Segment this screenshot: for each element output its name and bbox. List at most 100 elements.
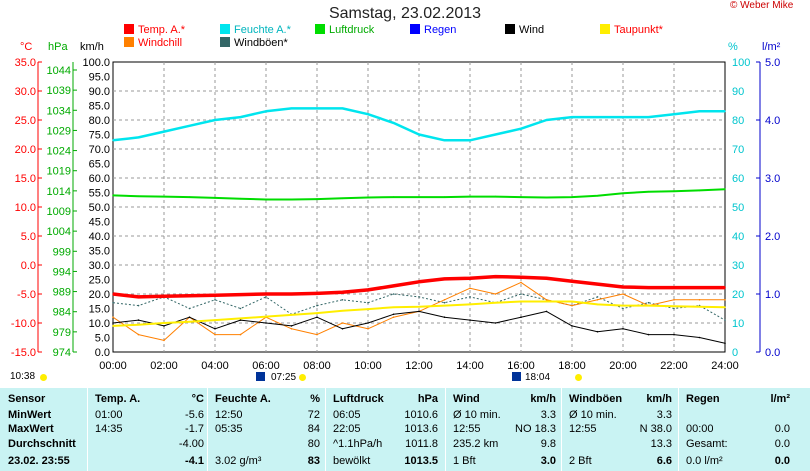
stats-gust-note: Ø 10 min. xyxy=(569,409,617,421)
stats-rain-value: 0.0 xyxy=(774,455,790,467)
data-point xyxy=(571,196,573,198)
stats-temp-value: -4.00 xyxy=(178,438,204,450)
rain-tick-label: 5.0 xyxy=(765,57,780,69)
data-point xyxy=(341,299,344,301)
humidity-tick-label: 50 xyxy=(732,202,744,214)
data-point xyxy=(290,198,293,201)
wind-tick-label: 45.0 xyxy=(89,217,110,229)
stats-column-divider xyxy=(325,388,326,471)
data-point xyxy=(673,307,675,310)
data-point xyxy=(724,306,726,309)
data-point xyxy=(265,315,267,318)
data-point xyxy=(392,285,395,287)
time-tick-label: 06:00 xyxy=(252,360,280,372)
data-point xyxy=(494,293,497,295)
data-point xyxy=(469,287,471,290)
pressure-tick-label: 1019 xyxy=(47,166,71,178)
wind-tick-label: 10.0 xyxy=(89,318,110,330)
wind-tick-label: 100.0 xyxy=(82,57,110,69)
humidity-tick-label: 70 xyxy=(732,144,744,156)
data-point xyxy=(673,113,675,115)
wind-tick-label: 85.0 xyxy=(89,101,110,113)
stats-press-note: ^1.1hPa/h xyxy=(333,438,383,450)
stats-temp-note: 01:00 xyxy=(95,409,123,421)
stats-unit-gust: km/h xyxy=(646,393,672,405)
pressure-tick-label: 1039 xyxy=(47,85,71,97)
data-point xyxy=(647,190,650,193)
axes: 35.0 30.0 25.0 20.0 15.0 10.0 5.0 0.0 -5.0 -10.0 -… xyxy=(11,41,781,372)
data-point xyxy=(137,136,140,139)
temp-tick-label: 10.0 xyxy=(15,202,36,214)
data-point xyxy=(443,304,446,307)
data-point xyxy=(545,300,548,303)
legend-swatch xyxy=(410,24,420,34)
data-point xyxy=(137,296,140,298)
humidity-tick-label: 0 xyxy=(732,347,738,359)
data-point xyxy=(239,333,242,336)
data-point xyxy=(698,306,701,308)
series-layer xyxy=(112,107,726,345)
stats-hum-value: 72 xyxy=(307,409,320,421)
stats-unit-hum: % xyxy=(310,393,320,405)
data-point xyxy=(112,301,114,304)
data-point xyxy=(622,293,624,295)
data-point xyxy=(545,310,548,313)
stats-press-note: 22:05 xyxy=(333,423,361,435)
data-point xyxy=(188,294,191,297)
sunrise-icon xyxy=(256,372,265,381)
data-point xyxy=(520,196,522,198)
stats-wind-note: Ø 10 min. xyxy=(453,409,501,421)
data-point xyxy=(622,328,624,330)
data-point xyxy=(469,195,471,198)
data-point xyxy=(571,325,573,327)
current-time-label: 10:38 xyxy=(10,371,36,382)
legend-label: Temp. A.* xyxy=(138,24,186,36)
data-point xyxy=(494,195,497,198)
temp-tick-label: 20.0 xyxy=(15,144,36,156)
legend-swatch xyxy=(124,37,134,47)
data-point xyxy=(163,325,165,327)
stats-gust-value: N 38.0 xyxy=(639,423,672,435)
data-point xyxy=(214,319,216,321)
data-point xyxy=(673,286,675,289)
data-point xyxy=(520,293,522,295)
data-point xyxy=(647,333,650,336)
data-point xyxy=(290,328,293,330)
data-point xyxy=(418,196,420,198)
data-point xyxy=(622,307,624,310)
pressure-tick-label: 1044 xyxy=(47,65,71,77)
humidity-tick-label: 10 xyxy=(732,318,744,330)
data-point xyxy=(163,195,165,198)
time-tick-label: 10:00 xyxy=(354,360,382,372)
data-point xyxy=(571,280,573,283)
pressure-tick-label: 999 xyxy=(53,246,71,258)
data-point xyxy=(520,316,522,319)
data-point xyxy=(341,291,344,294)
data-point xyxy=(392,293,395,295)
data-point xyxy=(673,299,675,301)
legend-swatch xyxy=(220,37,230,47)
data-point xyxy=(698,299,701,301)
data-point xyxy=(724,342,726,345)
stats-hum-note: 12:50 xyxy=(215,409,243,421)
pressure-tick-label: 974 xyxy=(53,347,71,359)
data-point xyxy=(188,196,191,198)
data-point xyxy=(316,333,318,336)
data-point xyxy=(392,313,395,316)
data-point xyxy=(316,304,318,307)
stats-temp-value: -4.1 xyxy=(185,455,204,467)
temp-tick-label: 5.0 xyxy=(21,231,36,243)
data-point xyxy=(163,295,165,298)
rain-tick-label: 0.0 xyxy=(765,347,780,359)
data-point xyxy=(698,286,701,289)
stats-column-divider xyxy=(678,388,679,471)
data-point xyxy=(392,122,395,124)
data-point xyxy=(188,307,191,310)
data-point xyxy=(443,301,446,304)
data-point xyxy=(214,328,216,330)
stats-press-note: bewölkt xyxy=(333,455,371,467)
data-point xyxy=(545,119,548,121)
stats-hum-value: 84 xyxy=(307,423,320,435)
data-point xyxy=(137,195,140,197)
data-point xyxy=(341,107,344,110)
